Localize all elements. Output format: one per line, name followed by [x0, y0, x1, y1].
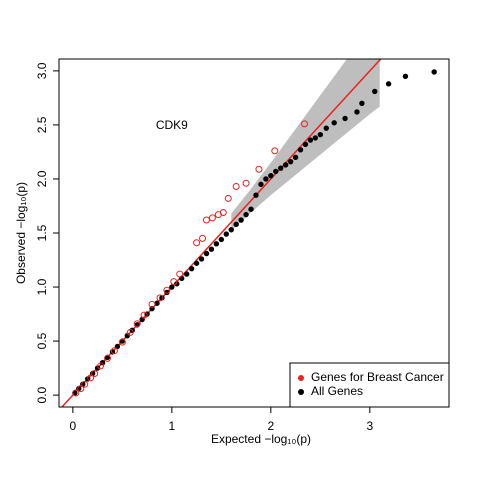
data-point [297, 147, 304, 153]
data-point [140, 311, 148, 319]
data-point [302, 141, 309, 148]
x-tick-label: 2 [267, 419, 274, 433]
data-point [110, 347, 118, 355]
data-point [218, 236, 225, 243]
plot-area [60, 59, 437, 407]
legend-marker [298, 375, 304, 381]
plot-frame [58, 58, 450, 408]
data-point [97, 362, 105, 370]
data-point [278, 165, 284, 171]
data-point [208, 214, 216, 222]
data-point [193, 260, 200, 266]
data-point [133, 320, 141, 328]
y-tick-label: 2.5 [35, 116, 49, 133]
data-point [292, 154, 299, 161]
y-tick-label: 1.0 [35, 278, 49, 295]
legend-label: Genes for Breast Cancer [311, 370, 444, 384]
y-tick-label: 0.0 [35, 386, 49, 403]
data-point [169, 284, 175, 290]
data-point [431, 69, 437, 75]
y-tick-label: 3.0 [35, 62, 49, 79]
data-point [273, 168, 279, 175]
data-point [307, 137, 314, 143]
x-tick-label: 1 [168, 419, 175, 433]
data-point [126, 328, 134, 336]
data-point [248, 206, 254, 212]
data-point [223, 231, 229, 237]
data-point [183, 271, 190, 277]
data-point [72, 389, 80, 397]
data-point [114, 343, 121, 350]
y-tick-label: 1.5 [35, 224, 49, 241]
data-point [253, 192, 259, 198]
data-point [232, 183, 240, 191]
data-point [202, 216, 210, 224]
data-point [91, 369, 99, 377]
data-point [255, 165, 263, 173]
data-point [228, 227, 234, 233]
annotation: CDK9 [156, 118, 188, 132]
data-point [258, 181, 264, 188]
data-point [359, 100, 365, 107]
legend-label: All Genes [311, 384, 363, 398]
x-tick-label: 0 [70, 419, 77, 433]
data-point [342, 115, 348, 122]
data-point [163, 286, 171, 294]
data-point [312, 135, 319, 141]
y-tick-label: 2.0 [35, 170, 49, 187]
data-point [300, 120, 308, 128]
data-point [199, 234, 207, 242]
data-point [87, 374, 95, 382]
data-point [354, 109, 360, 115]
data-point [188, 265, 195, 272]
data-point [193, 239, 201, 247]
data-point [81, 380, 89, 388]
data-point [317, 131, 324, 138]
x-axis-label: Expected −log₁₀(p) [211, 432, 311, 446]
data-point [287, 158, 294, 165]
data-point [263, 176, 269, 182]
data-point [148, 300, 156, 308]
data-point [118, 338, 126, 346]
data-point [156, 294, 164, 302]
data-point [176, 270, 184, 278]
data-point [208, 246, 215, 252]
data-point [282, 162, 289, 168]
data-point [198, 256, 205, 262]
y-tick-label: 0.5 [35, 332, 49, 349]
data-point [385, 81, 392, 87]
data-point [402, 73, 409, 79]
data-point [242, 179, 250, 187]
data-point [372, 88, 378, 95]
data-point [104, 354, 112, 362]
data-point [170, 278, 178, 286]
legend-box [289, 362, 450, 408]
data-point [203, 250, 210, 257]
data-point [331, 120, 337, 126]
data-point [213, 241, 220, 247]
data-point [77, 385, 85, 393]
y-axis-label: Observed −log₁₀(p) [14, 182, 28, 284]
data-point [238, 217, 244, 223]
data-point [233, 221, 239, 228]
data-point [271, 147, 279, 155]
data-point [219, 208, 227, 216]
x-tick-label: 3 [366, 419, 373, 433]
data-point [243, 211, 249, 218]
data-point [323, 125, 329, 131]
legend-marker [298, 389, 304, 395]
data-point [268, 173, 274, 179]
data-point [224, 194, 232, 202]
